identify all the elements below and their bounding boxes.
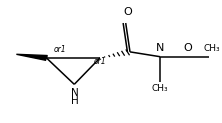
Text: N: N [156,43,164,53]
Text: CH₃: CH₃ [203,44,220,53]
Text: H: H [71,96,79,106]
Text: or1: or1 [94,57,107,66]
Text: O: O [123,7,132,17]
Text: N: N [71,88,79,98]
Text: O: O [184,43,192,53]
Text: or1: or1 [53,45,66,54]
Text: CH₃: CH₃ [152,84,168,93]
Polygon shape [16,54,47,60]
